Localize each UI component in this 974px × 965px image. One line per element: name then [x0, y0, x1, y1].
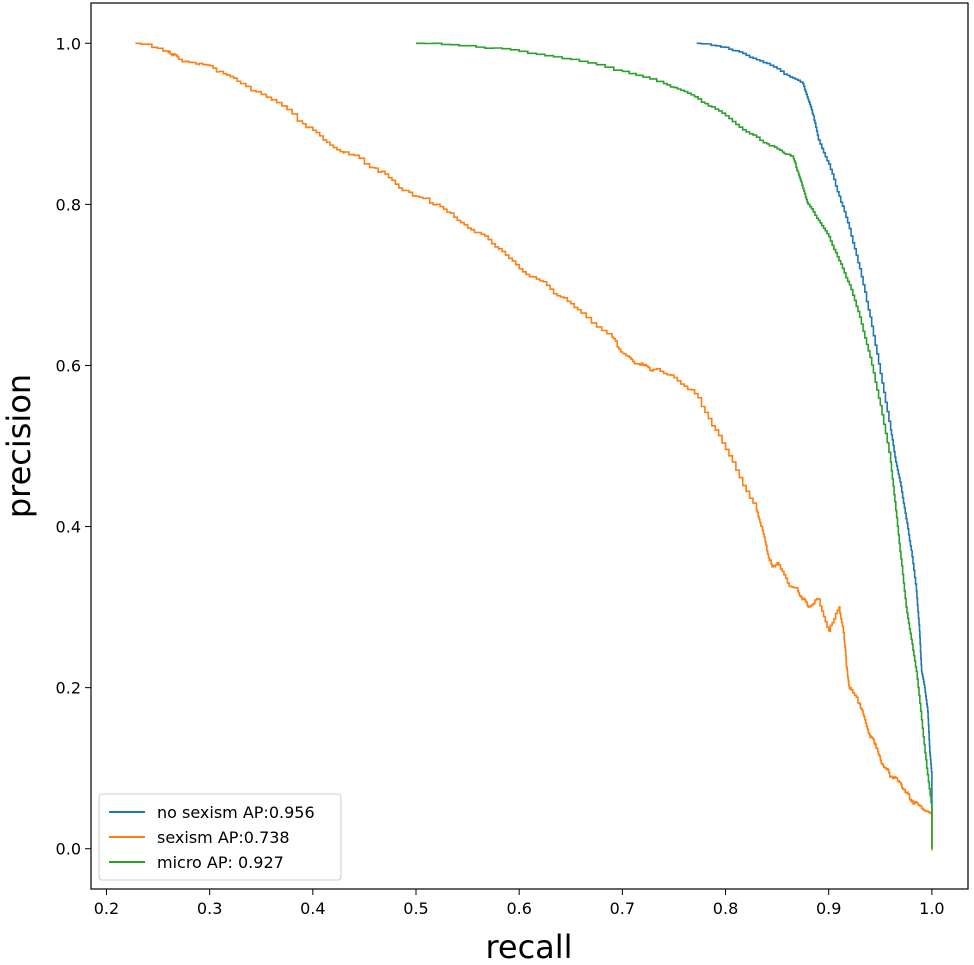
x-tick-label: 0.3 [197, 899, 222, 918]
x-tick-label: 1.0 [919, 899, 944, 918]
legend-label: micro AP: 0.927 [157, 853, 284, 872]
series-line [135, 42, 933, 851]
x-axis-ticks: 0.2 0.3 0.4 0.5 0.6 0.7 0.8 0.9 1.0 [94, 889, 945, 918]
y-tick-label: 0.8 [56, 195, 81, 214]
x-tick-label: 0.8 [713, 899, 738, 918]
x-tick-label: 0.5 [403, 899, 428, 918]
x-axis-label: recall [485, 928, 572, 965]
y-tick-label: 0.2 [56, 679, 81, 698]
series-layer [135, 42, 933, 851]
x-tick-label: 0.9 [816, 899, 841, 918]
y-axis-label: precision [0, 374, 38, 518]
x-tick-label: 0.7 [610, 899, 635, 918]
y-tick-label: 0.0 [56, 840, 81, 859]
y-tick-label: 0.6 [56, 356, 81, 375]
legend: no sexism AP:0.956 sexism AP:0.738 micro A… [98, 793, 342, 881]
series-line [696, 42, 933, 849]
legend-label: sexism AP:0.738 [157, 828, 290, 847]
legend-label: no sexism AP:0.956 [157, 803, 315, 822]
x-tick-label: 0.2 [94, 899, 119, 918]
x-tick-label: 0.6 [506, 899, 531, 918]
plot-frame [90, 2, 969, 890]
x-tick-label: 0.4 [300, 899, 325, 918]
y-axis-ticks: 0.0 0.2 0.4 0.6 0.8 1.0 [56, 34, 91, 859]
legend-box [98, 793, 342, 881]
y-tick-label: 1.0 [56, 34, 81, 53]
y-tick-label: 0.4 [56, 518, 81, 537]
series-line [416, 42, 933, 849]
